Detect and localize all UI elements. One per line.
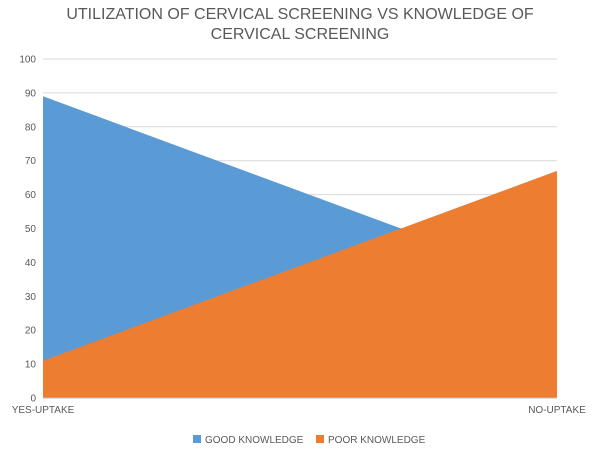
y-tick-label-50: 50: [25, 224, 37, 235]
legend-label-poor-knowledge: POOR KNOWLEDGE: [328, 435, 426, 446]
legend: GOOD KNOWLEDGE POOR KNOWLEDGE: [193, 435, 426, 446]
x-tick-label-yes-uptake: YES-UPTAKE: [12, 405, 75, 416]
y-tick-label-90: 90: [25, 88, 37, 99]
legend-swatch-good-knowledge: [193, 435, 201, 443]
legend-label-good-knowledge: GOOD KNOWLEDGE: [205, 435, 304, 446]
y-tick-label-40: 40: [25, 258, 37, 269]
x-tick-label-no-uptake: NO-UPTAKE: [528, 405, 586, 416]
x-axis: YES-UPTAKE NO-UPTAKE: [12, 405, 586, 416]
y-axis: 0 10 20 30 40 50 60 70 80 90 100: [19, 55, 36, 405]
y-tick-label-0: 0: [30, 394, 36, 405]
y-tick-label-100: 100: [19, 55, 36, 66]
legend-swatch-poor-knowledge: [316, 435, 324, 443]
y-tick-label-10: 10: [25, 360, 37, 371]
area-series-poor-knowledge: [43, 170, 557, 398]
plot-area: [43, 96, 557, 399]
chart-title: UTILIZATION OF CERVICAL SCREENING VS KNO…: [66, 6, 534, 43]
y-tick-label-30: 30: [25, 292, 37, 303]
y-tick-label-70: 70: [25, 156, 37, 167]
y-tick-label-60: 60: [25, 190, 37, 201]
chart-title-line-1: UTILIZATION OF CERVICAL SCREENING VS KNO…: [66, 6, 534, 23]
y-tick-label-20: 20: [25, 326, 37, 337]
chart-title-line-2: CERVICAL SCREENING: [211, 26, 390, 43]
y-tick-label-80: 80: [25, 122, 37, 133]
